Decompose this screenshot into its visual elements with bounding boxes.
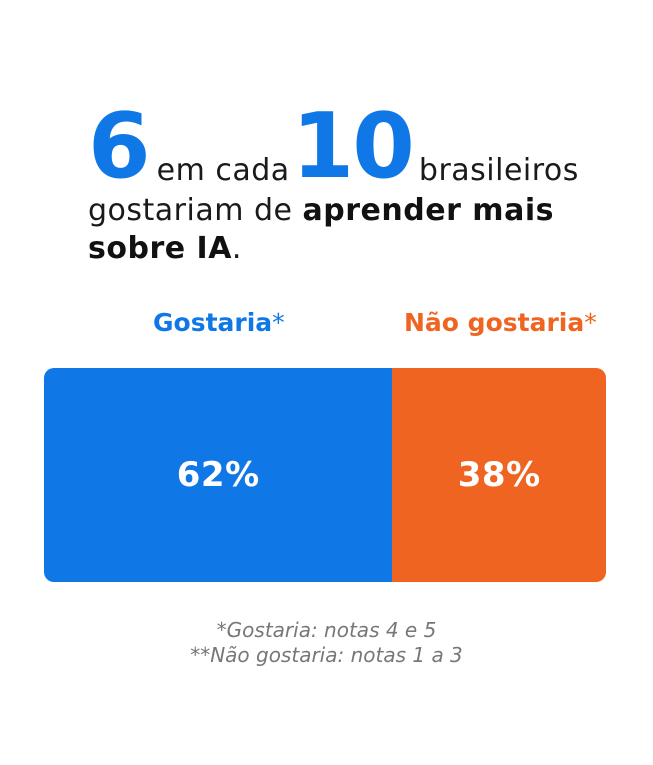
legend-nao-gostaria: Não gostaria* xyxy=(404,308,597,337)
headline-emphasis-aprender: aprender mais xyxy=(302,193,554,228)
data-label-nao-gostaria: 38% xyxy=(457,455,541,495)
headline-line-2: gostariam de aprender mais xyxy=(88,192,628,230)
headline-emphasis-ia: sobre IA xyxy=(88,231,232,266)
headline-number-6: 6 xyxy=(88,94,151,199)
legend-gostaria-asterisk: * xyxy=(272,308,285,337)
headline-number-10: 10 xyxy=(291,94,415,199)
headline-line-3: sobre IA. xyxy=(88,230,628,268)
headline: 6 em cada 10 brasileiros gostariam de ap… xyxy=(88,92,628,268)
stacked-bar-chart: 62% 38% xyxy=(44,368,606,582)
legend-gostaria: Gostaria* xyxy=(153,308,285,337)
bar-segment-gostaria: 62% xyxy=(44,368,393,582)
footnote-nao-gostaria: **Não gostaria: notas 1 a 3 xyxy=(190,643,463,667)
bar-segment-nao-gostaria: 38% xyxy=(392,368,606,582)
headline-text-em-cada: em cada xyxy=(156,153,290,188)
legend-nao-gostaria-label: Não gostaria xyxy=(404,308,585,337)
headline-line-1: 6 em cada 10 brasileiros xyxy=(88,92,628,192)
footnote-gostaria: *Gostaria: notas 4 e 5 xyxy=(216,618,437,642)
legend-nao-gostaria-asterisk: * xyxy=(584,308,597,337)
data-label-gostaria: 62% xyxy=(176,455,260,495)
headline-text-gostariam: gostariam de xyxy=(88,193,303,228)
headline-text-brasileiros: brasileiros xyxy=(418,153,579,188)
headline-period: . xyxy=(231,231,242,266)
footnotes: *Gostaria: notas 4 e 5 **Não gostaria: n… xyxy=(0,618,653,668)
legend-gostaria-label: Gostaria xyxy=(153,308,273,337)
